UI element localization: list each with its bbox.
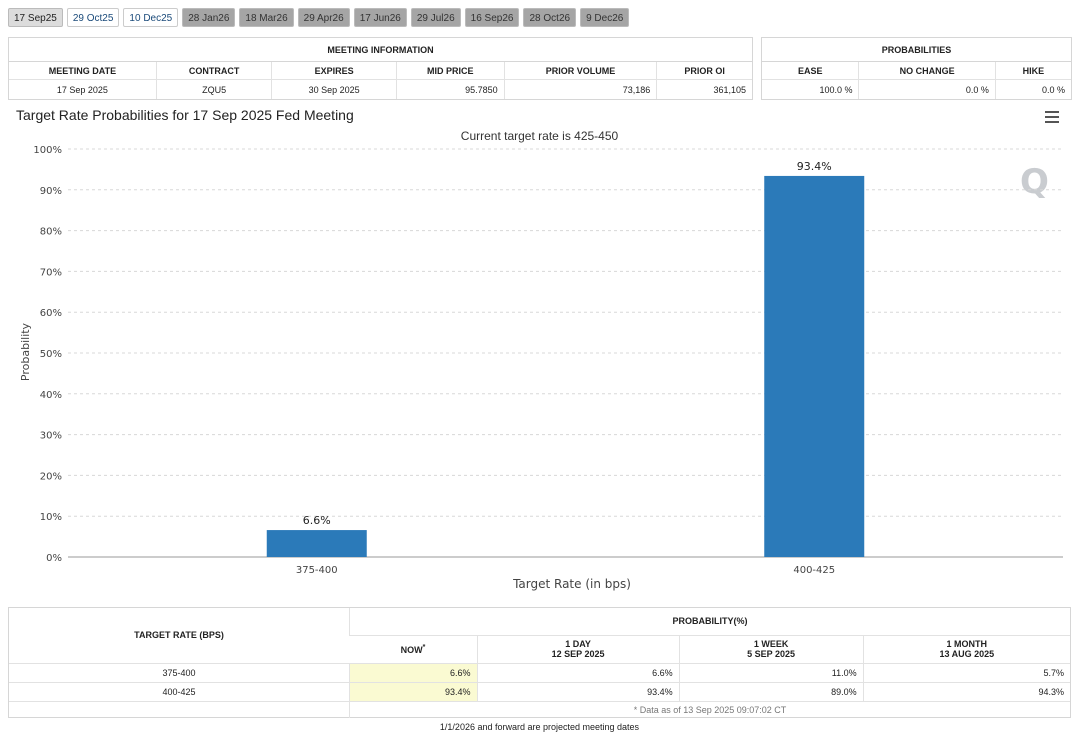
cell-rate: 400-425 <box>9 681 350 701</box>
y-tick-label: 100% <box>33 145 62 156</box>
tab-16-sep26[interactable]: 16 Sep26 <box>464 8 520 27</box>
cell-now: 93.4% <box>349 681 477 701</box>
y-axis-ticks: 0% 10% 20% 30% 40% 50% 60% 70% 80% 90% 100% <box>33 145 62 564</box>
col-probability: PROBABILITY(%) <box>349 608 1070 635</box>
quikstrike-logo-icon: Q <box>1020 162 1049 202</box>
bars: 6.6% 93.4% <box>266 160 865 557</box>
bar-data-label: 6.6% <box>303 514 331 527</box>
y-tick-label: 70% <box>40 267 62 278</box>
tab-9-dec26[interactable]: 9 Dec26 <box>580 8 630 27</box>
y-tick-label: 40% <box>40 390 62 401</box>
cell-1-day: 6.6% <box>476 662 680 682</box>
col-mid-price: MID PRICE <box>395 61 505 80</box>
y-tick-label: 50% <box>40 349 62 360</box>
col-contract: CONTRACT <box>155 61 272 80</box>
x-tick-label: 400-425 <box>793 565 835 576</box>
y-tick-label: 90% <box>40 186 62 197</box>
cell-prior-volume: 73,186 <box>503 79 657 99</box>
chart-title: Target Rate Probabilities for 17 Sep 202… <box>16 107 354 123</box>
footer-note: 1/1/2026 and forward are projected meeti… <box>439 722 640 732</box>
cell-rate: 375-400 <box>9 662 350 682</box>
probability-bar-chart: 0% 10% 20% 30% 40% 50% 60% 70% 80% 90% 100% 6.6% 93… <box>19 145 1063 591</box>
y-axis-label: Probability <box>19 322 32 381</box>
cell-hike: 0.0 % <box>994 79 1071 99</box>
tab-28-oct26[interactable]: 28 Oct26 <box>523 8 577 27</box>
tab-29-jul26[interactable]: 29 Jul26 <box>410 8 461 27</box>
col-1-month: 1 MONTH 13 AUG 2025 <box>862 634 1070 663</box>
cell-1-day: 93.4% <box>476 681 680 701</box>
meeting-info-title: MEETING INFORMATION <box>9 38 752 62</box>
y-tick-label: 60% <box>40 308 62 319</box>
bar[interactable] <box>764 175 865 557</box>
tab-28-jan26[interactable]: 28 Jan26 <box>182 8 236 27</box>
probabilities-title: PROBABILITIES <box>762 38 1071 62</box>
y-tick-label: 10% <box>40 512 62 523</box>
col-target-rate: TARGET RATE (BPS) <box>134 630 224 641</box>
hamburger-menu-icon[interactable] <box>1045 111 1059 126</box>
tab-29-oct25[interactable]: 29 Oct25 <box>66 8 120 27</box>
col-prior-volume: PRIOR VOLUME <box>503 61 657 80</box>
cell-1-week: 11.0% <box>678 662 864 682</box>
bar-data-label: 93.4% <box>797 160 832 173</box>
col-ease: EASE <box>797 65 823 76</box>
cell-no-change: 0.0 % <box>858 79 996 99</box>
x-axis-label: Target Rate (in bps) <box>512 577 631 591</box>
cell-1-week: 89.0% <box>678 681 864 701</box>
col-prior-oi: PRIOR OI <box>656 61 752 80</box>
meeting-tabs: 17 Sep25 29 Oct25 10 Dec25 28 Jan26 18 M… <box>8 8 630 27</box>
col-now: NOW* <box>349 634 477 663</box>
tab-10-dec25[interactable]: 10 Dec25 <box>123 8 179 27</box>
col-expires: EXPIRES <box>271 61 397 80</box>
table-row: 375-400 6.6% 6.6% 11.0% 5.7% <box>9 662 1070 682</box>
cell-meeting-date: 17 Sep 2025 <box>9 79 157 99</box>
cell-1-month: 5.7% <box>862 662 1070 682</box>
meeting-info-panel: MEETING INFORMATION MEETING DATE CONTRAC… <box>8 37 753 100</box>
probability-history-table: TARGET RATE (BPS) PROBABILITY(%) NOW* 1 … <box>8 607 1071 718</box>
x-tick-label: 375-400 <box>296 565 338 576</box>
col-no-change: NO CHANGE <box>858 61 996 80</box>
y-tick-label: 20% <box>40 471 62 482</box>
col-1-week: 1 WEEK 5 SEP 2025 <box>678 634 864 663</box>
cell-prior-oi: 361,105 <box>656 79 752 99</box>
y-tick-label: 80% <box>40 227 62 238</box>
chart-subtitle: Current target rate is 425-450 <box>460 129 619 143</box>
col-hike: HIKE <box>994 61 1071 80</box>
tab-17-sep25[interactable]: 17 Sep25 <box>8 8 63 27</box>
table-row: 400-425 93.4% 93.4% 89.0% 94.3% <box>9 681 1070 701</box>
data-timestamp-note: * Data as of 13 Sep 2025 09:07:02 CT <box>349 700 1070 718</box>
cell-mid-price: 95.7850 <box>395 79 505 99</box>
bar[interactable] <box>266 530 367 557</box>
grid-lines <box>68 148 1063 558</box>
probabilities-panel: PROBABILITIES EASE NO CHANGE HIKE 100.0 … <box>761 37 1072 100</box>
tab-17-jun26[interactable]: 17 Jun26 <box>353 8 407 27</box>
y-tick-label: 0% <box>46 553 62 564</box>
col-1-day: 1 DAY 12 SEP 2025 <box>476 634 680 663</box>
tab-29-apr26[interactable]: 29 Apr26 <box>297 8 350 27</box>
cell-contract: ZQU5 <box>155 79 272 99</box>
x-axis-categories: 375-400 400-425 <box>296 565 835 576</box>
cell-now: 6.6% <box>349 662 477 682</box>
cell-1-month: 94.3% <box>862 681 1070 701</box>
col-meeting-date: MEETING DATE <box>48 65 117 76</box>
cell-expires: 30 Sep 2025 <box>271 79 397 99</box>
cell-ease: 100.0 % <box>762 79 859 99</box>
tab-18-mar26[interactable]: 18 Mar26 <box>239 8 294 27</box>
y-tick-label: 30% <box>40 431 62 442</box>
